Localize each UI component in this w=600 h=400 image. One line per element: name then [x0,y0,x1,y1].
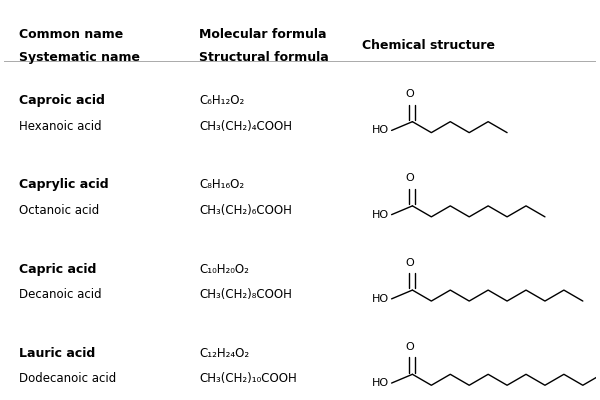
Text: Decanoic acid: Decanoic acid [19,288,101,301]
Text: O: O [405,89,414,99]
Text: HO: HO [371,126,389,136]
Text: Structural formula: Structural formula [199,51,329,64]
Text: CH₃(CH₂)₁₀COOH: CH₃(CH₂)₁₀COOH [199,372,297,385]
Text: CH₃(CH₂)₈COOH: CH₃(CH₂)₈COOH [199,288,292,301]
Text: Systematic name: Systematic name [19,51,140,64]
Text: O: O [405,258,414,268]
Text: Hexanoic acid: Hexanoic acid [19,120,101,133]
Text: Molecular formula: Molecular formula [199,28,327,41]
Text: C₈H₁₆O₂: C₈H₁₆O₂ [199,178,245,192]
Text: O: O [405,342,414,352]
Text: C₆H₁₂O₂: C₆H₁₂O₂ [199,94,245,107]
Text: Lauric acid: Lauric acid [19,347,95,360]
Text: Caproic acid: Caproic acid [19,94,105,107]
Text: Chemical structure: Chemical structure [362,40,495,52]
Text: HO: HO [371,378,389,388]
Text: Capric acid: Capric acid [19,263,97,276]
Text: Dodecanoic acid: Dodecanoic acid [19,372,116,385]
Text: HO: HO [371,294,389,304]
Text: CH₃(CH₂)₄COOH: CH₃(CH₂)₄COOH [199,120,292,133]
Text: HO: HO [371,210,389,220]
Text: Caprylic acid: Caprylic acid [19,178,109,192]
Text: CH₃(CH₂)₆COOH: CH₃(CH₂)₆COOH [199,204,292,217]
Text: O: O [405,174,414,184]
Text: C₁₂H₂₄O₂: C₁₂H₂₄O₂ [199,347,250,360]
Text: Common name: Common name [19,28,123,41]
Text: Octanoic acid: Octanoic acid [19,204,99,217]
Text: C₁₀H₂₀O₂: C₁₀H₂₀O₂ [199,263,249,276]
